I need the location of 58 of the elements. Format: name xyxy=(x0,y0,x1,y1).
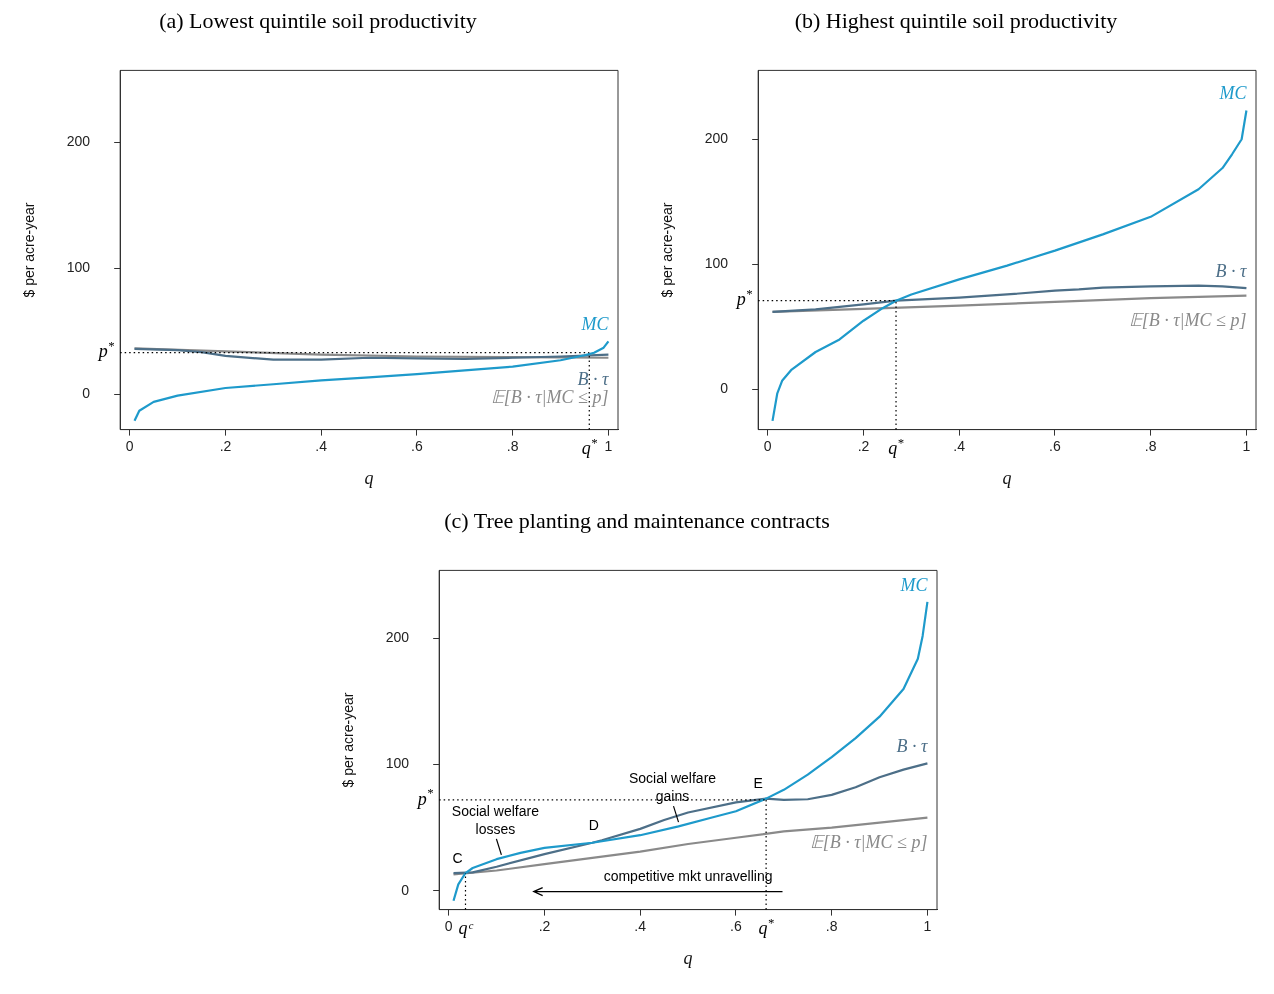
series-label: 𝔼[B · τ|MC ≤ p] xyxy=(1128,310,1247,331)
x-tick-label: .6 xyxy=(411,437,423,454)
ref-line-label: q* xyxy=(888,435,905,459)
y-tick-label: 200 xyxy=(66,133,91,150)
ref-line-label: q* xyxy=(758,915,775,939)
annotation: Social welfare losses xyxy=(451,802,540,837)
x-tick-label: 1 xyxy=(923,917,932,934)
x-tick-label: .8 xyxy=(825,917,838,934)
annotation: D xyxy=(588,817,599,834)
annotation: Social welfare gains xyxy=(628,769,717,804)
annotation: C xyxy=(452,849,463,866)
chart-title: (c) Tree planting and maintenance contracts xyxy=(443,508,831,535)
y-tick-label: 100 xyxy=(66,259,91,276)
x-tick-label: .4 xyxy=(953,437,966,454)
annotation: competitive mkt unravelling xyxy=(603,868,773,885)
x-tick-label: .2 xyxy=(538,917,551,934)
y-tick-label: 200 xyxy=(385,629,410,646)
x-axis-title: q xyxy=(683,947,693,968)
x-tick-label: .4 xyxy=(315,437,328,454)
x-tick-label: 0 xyxy=(763,437,772,454)
x-axis-title: q xyxy=(1002,467,1012,488)
x-tick-label: 1 xyxy=(1242,437,1251,454)
series-label: MC xyxy=(1218,83,1248,104)
x-tick-label: .6 xyxy=(1049,437,1061,454)
y-axis-title: $ per acre-year xyxy=(659,202,676,298)
series-label: 𝔼[B · τ|MC ≤ p] xyxy=(809,832,928,853)
ref-line-label: qᶜ xyxy=(458,918,474,939)
x-tick-label: .6 xyxy=(730,917,742,934)
x-tick-label: .2 xyxy=(857,437,870,454)
series-label: B · τ xyxy=(896,736,928,757)
ref-line-label: p* xyxy=(415,785,434,809)
y-tick-label: 0 xyxy=(401,881,410,898)
series-label: B · τ xyxy=(577,369,609,390)
x-tick-label: .2 xyxy=(219,437,232,454)
x-tick-label: .8 xyxy=(506,437,519,454)
x-axis-title: q xyxy=(364,467,374,488)
x-tick-label: .8 xyxy=(1144,437,1157,454)
x-tick-label: 1 xyxy=(604,437,613,454)
x-tick-label: .4 xyxy=(634,917,647,934)
y-tick-label: 0 xyxy=(720,380,729,397)
y-tick-label: 0 xyxy=(82,385,91,402)
y-tick-label: 100 xyxy=(385,755,410,772)
y-axis-title: $ per acre-year xyxy=(340,692,357,788)
ref-line-label: p* xyxy=(734,286,753,310)
series-label: 𝔼[B · τ|MC ≤ p] xyxy=(490,387,609,408)
series-label: MC xyxy=(899,574,929,595)
ref-line-label: q* xyxy=(581,435,598,459)
y-tick-label: 200 xyxy=(704,130,729,147)
y-tick-label: 100 xyxy=(704,255,729,272)
series-label: MC xyxy=(580,314,610,335)
x-tick-label: 0 xyxy=(125,437,134,454)
y-axis-title: $ per acre-year xyxy=(21,202,38,298)
ref-line-label: p* xyxy=(96,338,115,362)
chart-title: (a) Lowest quintile soil productivity xyxy=(158,8,478,35)
annotation: E xyxy=(753,775,763,792)
x-tick-label: 0 xyxy=(444,917,453,934)
series-label: B · τ xyxy=(1215,260,1247,281)
chart-title: (b) Highest quintile soil productivity xyxy=(793,8,1119,35)
